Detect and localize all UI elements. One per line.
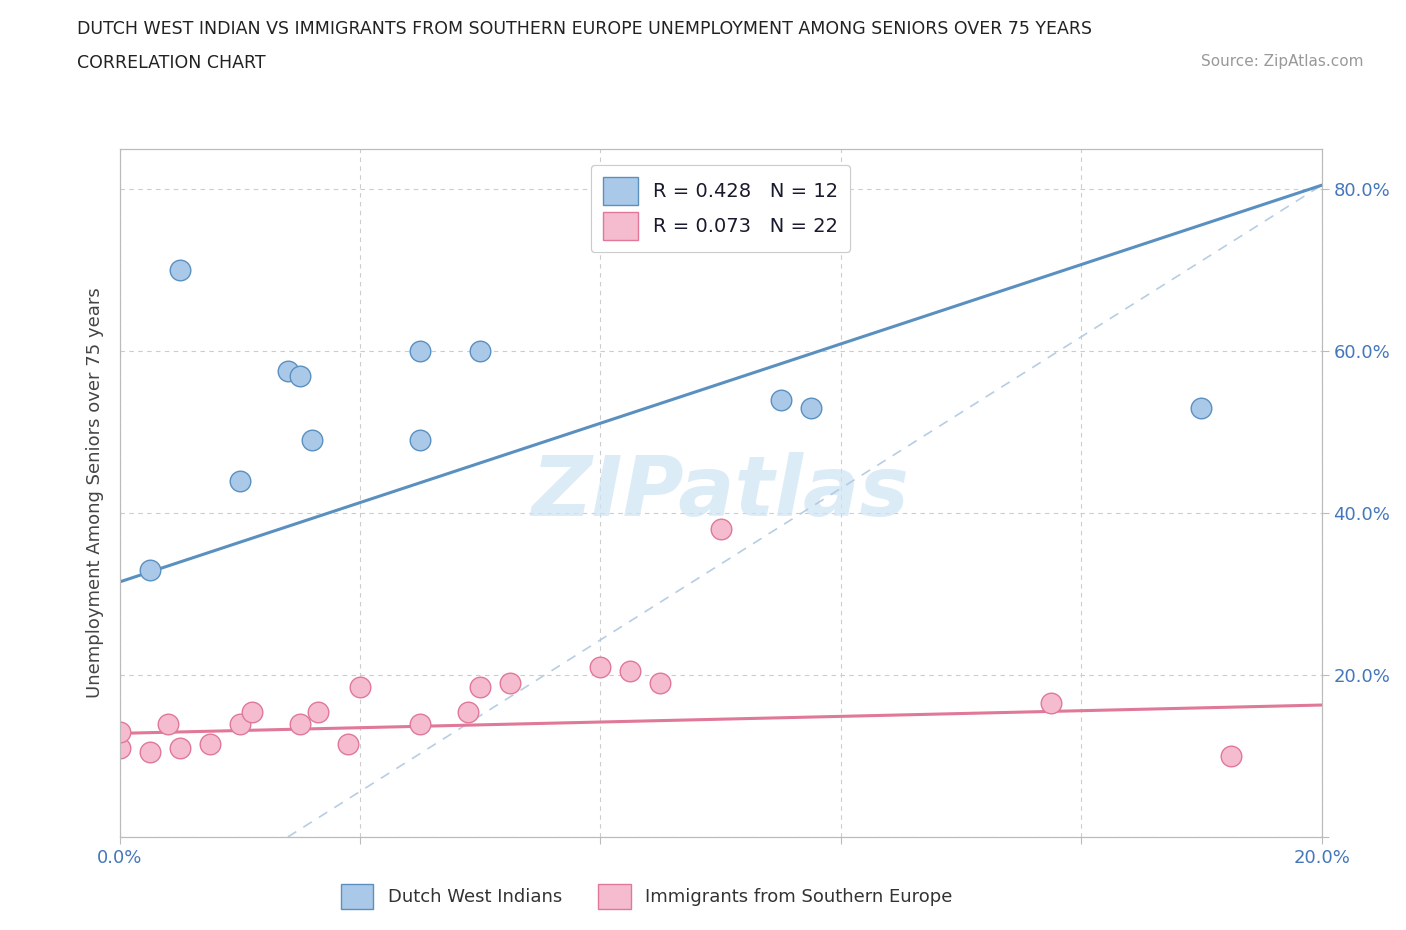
Point xyxy=(307,704,329,719)
Point xyxy=(769,392,792,407)
Point xyxy=(336,737,359,751)
Point xyxy=(1220,749,1243,764)
Point xyxy=(108,740,131,755)
Point xyxy=(156,716,179,731)
Y-axis label: Unemployment Among Seniors over 75 years: Unemployment Among Seniors over 75 years xyxy=(86,287,104,698)
Point xyxy=(349,680,371,695)
Point xyxy=(108,724,131,739)
Text: Source: ZipAtlas.com: Source: ZipAtlas.com xyxy=(1201,54,1364,69)
Point xyxy=(288,716,311,731)
Point xyxy=(138,745,160,760)
Point xyxy=(457,704,479,719)
Point xyxy=(277,364,299,379)
Point xyxy=(228,473,252,488)
Point xyxy=(1040,696,1063,711)
Point xyxy=(169,263,191,278)
Point xyxy=(409,432,432,447)
Point xyxy=(228,716,252,731)
Point xyxy=(800,401,823,416)
Point xyxy=(650,676,672,691)
Point xyxy=(240,704,263,719)
Legend: R = 0.428   N = 12, R = 0.073   N = 22: R = 0.428 N = 12, R = 0.073 N = 22 xyxy=(591,166,851,251)
Point xyxy=(709,522,731,537)
Point xyxy=(619,664,641,679)
Point xyxy=(499,676,522,691)
Text: CORRELATION CHART: CORRELATION CHART xyxy=(77,54,266,72)
Point xyxy=(288,368,311,383)
Point xyxy=(169,740,191,755)
Point xyxy=(468,344,492,359)
Point xyxy=(409,716,432,731)
Point xyxy=(468,680,492,695)
Point xyxy=(198,737,221,751)
Legend: Dutch West Indians, Immigrants from Southern Europe: Dutch West Indians, Immigrants from Sout… xyxy=(333,876,960,916)
Text: ZIPatlas: ZIPatlas xyxy=(531,452,910,534)
Point xyxy=(589,659,612,674)
Point xyxy=(138,563,160,578)
Point xyxy=(301,432,323,447)
Text: DUTCH WEST INDIAN VS IMMIGRANTS FROM SOUTHERN EUROPE UNEMPLOYMENT AMONG SENIORS : DUTCH WEST INDIAN VS IMMIGRANTS FROM SOU… xyxy=(77,20,1092,38)
Point xyxy=(1189,401,1212,416)
Point xyxy=(409,344,432,359)
